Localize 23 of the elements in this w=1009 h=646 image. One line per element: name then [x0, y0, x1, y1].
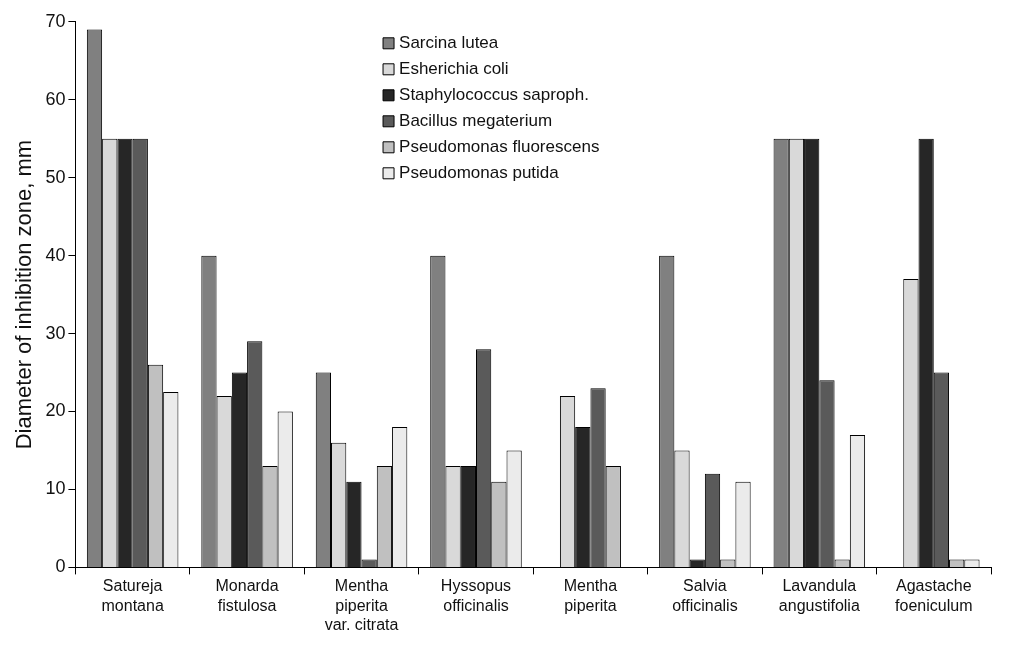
y-tick-label: 30 — [45, 322, 66, 343]
legend-label: Pseudomonas putida — [399, 163, 560, 183]
x-tick-label: Lavandula angustifolia — [778, 577, 860, 614]
x-tick-label: Agastache foeniculum — [895, 577, 973, 614]
legend-label: Esherichia coli — [399, 59, 509, 79]
legend-label: Bacillus megaterium — [399, 111, 553, 131]
x-tick-label: Hyssopus officinalis — [440, 577, 512, 614]
y-tick-label: 70 — [45, 10, 66, 31]
legend-label: Staphylococcus saproph. — [399, 85, 589, 105]
x-tick-label: Monarda fistulosa — [215, 577, 279, 614]
y-tick-label: 60 — [45, 88, 66, 109]
y-tick-label: 10 — [45, 478, 66, 499]
y-tick-label: 40 — [45, 244, 66, 265]
x-tick-label: Mentha piperita var. citrata — [324, 577, 399, 633]
y-tick-label: 0 — [55, 556, 66, 577]
x-tick-label: Salvia officinalis — [672, 577, 738, 614]
y-tick-label: 50 — [45, 166, 66, 187]
legend-label: Pseudomonas fluorescens — [399, 137, 600, 157]
x-tick-label: Mentha piperita — [563, 577, 618, 614]
legend-label: Sarcina lutea — [399, 33, 499, 53]
x-tick-label: Satureja montana — [101, 577, 164, 614]
y-axis-title: Diameter of inhibition zone, mm — [11, 139, 37, 450]
y-tick-label: 20 — [45, 400, 66, 421]
